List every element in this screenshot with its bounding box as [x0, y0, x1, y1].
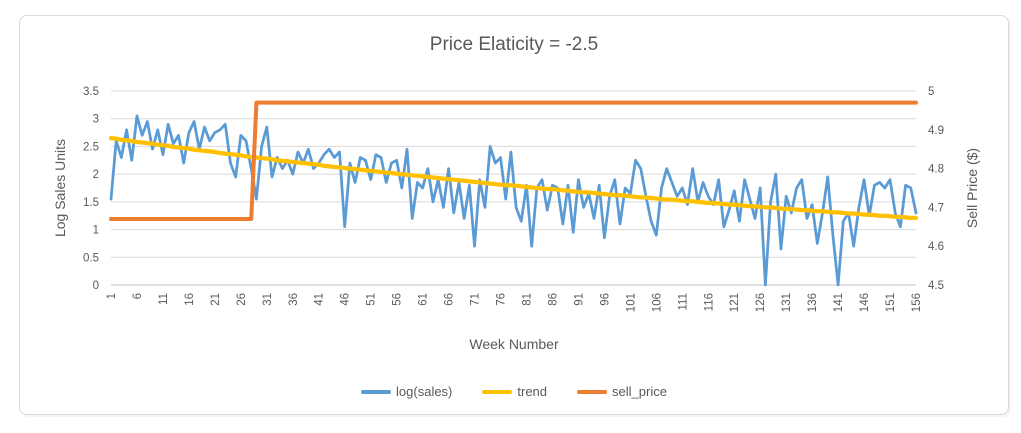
legend-item-log-sales[interactable]: log(sales): [361, 384, 452, 399]
x-tick-label: 61: [418, 293, 430, 306]
x-tick-label: 41: [314, 293, 326, 306]
x-tick-label: 56: [392, 293, 404, 306]
x-tick-label: 36: [288, 293, 300, 306]
x-tick-label: 6: [132, 293, 144, 299]
legend: log(sales) trend sell_price: [20, 384, 1008, 399]
x-tick-label: 131: [781, 293, 793, 312]
x-tick-label: 121: [729, 293, 741, 312]
y-left-tick-label: 0.5: [83, 252, 99, 264]
y-right-tick-label: 5: [928, 86, 934, 98]
series-sell-price[interactable]: [109, 100, 918, 222]
x-tick-label: 141: [833, 293, 845, 312]
series-log-sales[interactable]: [109, 114, 918, 287]
trend-line-swatch-icon: [482, 389, 513, 394]
legend-label: log(sales): [396, 384, 453, 399]
x-tick-label: 111: [677, 293, 689, 310]
y-right-tick-label: 4.7: [928, 202, 944, 214]
x-tick-label: 81: [521, 293, 533, 306]
y-left-tick-label: 1: [93, 225, 99, 237]
legend-label: trend: [517, 384, 548, 399]
x-tick-label: 116: [703, 293, 715, 311]
y-left-tick-label: 1.5: [83, 197, 99, 209]
chart-frame: Price Elaticity = -2.5 Log Sales Units S…: [19, 15, 1009, 415]
y-left-tick-label: 2.5: [83, 141, 99, 153]
x-tick-label: 11: [158, 293, 170, 305]
x-tick-label: 26: [236, 293, 248, 306]
x-tick-label: 51: [366, 293, 378, 306]
x-tick-label: 1: [106, 293, 118, 299]
x-tick-label: 101: [625, 293, 637, 312]
x-tick-label: 66: [444, 293, 456, 306]
x-tick-label: 46: [340, 293, 352, 306]
x-tick-label: 126: [755, 293, 767, 312]
y-right-tick-label: 4.8: [928, 164, 944, 176]
x-tick-label: 96: [599, 293, 611, 306]
x-tick-label: 21: [210, 293, 222, 306]
sell-price-line-swatch-icon: [577, 389, 608, 394]
x-tick-label: 146: [859, 293, 871, 312]
legend-item-sell-price[interactable]: sell_price: [577, 384, 667, 399]
y-left-tick-label: 3.5: [83, 86, 99, 98]
x-tick-label: 151: [885, 293, 897, 312]
y-left-tick-label: 3: [93, 114, 99, 126]
legend-label: sell_price: [612, 384, 667, 399]
y-right-tick-label: 4.5: [928, 280, 944, 292]
x-tick-label: 156: [911, 293, 923, 312]
x-tick-label: 106: [651, 293, 663, 312]
x-tick-label: 136: [807, 293, 819, 312]
log-sales-line-swatch-icon: [361, 389, 392, 394]
x-tick-label: 76: [496, 293, 508, 306]
chart-title: Price Elaticity = -2.5: [429, 34, 599, 55]
y-left-tick-label: 0: [93, 280, 99, 292]
series-trend[interactable]: [108, 135, 919, 221]
legend-item-trend[interactable]: trend: [482, 384, 547, 399]
x-tick-label: 86: [547, 293, 559, 306]
y-left-tick-label: 2: [93, 169, 99, 181]
y-right-tick-label: 4.9: [928, 125, 944, 137]
x-axis-title: Week Number: [469, 336, 559, 352]
x-tick-label: 71: [470, 293, 482, 306]
y-right-tick-label: 4.6: [928, 241, 944, 253]
x-tick-label: 91: [573, 293, 585, 306]
x-tick-label: 16: [184, 293, 196, 306]
x-tick-label: 31: [262, 293, 274, 306]
